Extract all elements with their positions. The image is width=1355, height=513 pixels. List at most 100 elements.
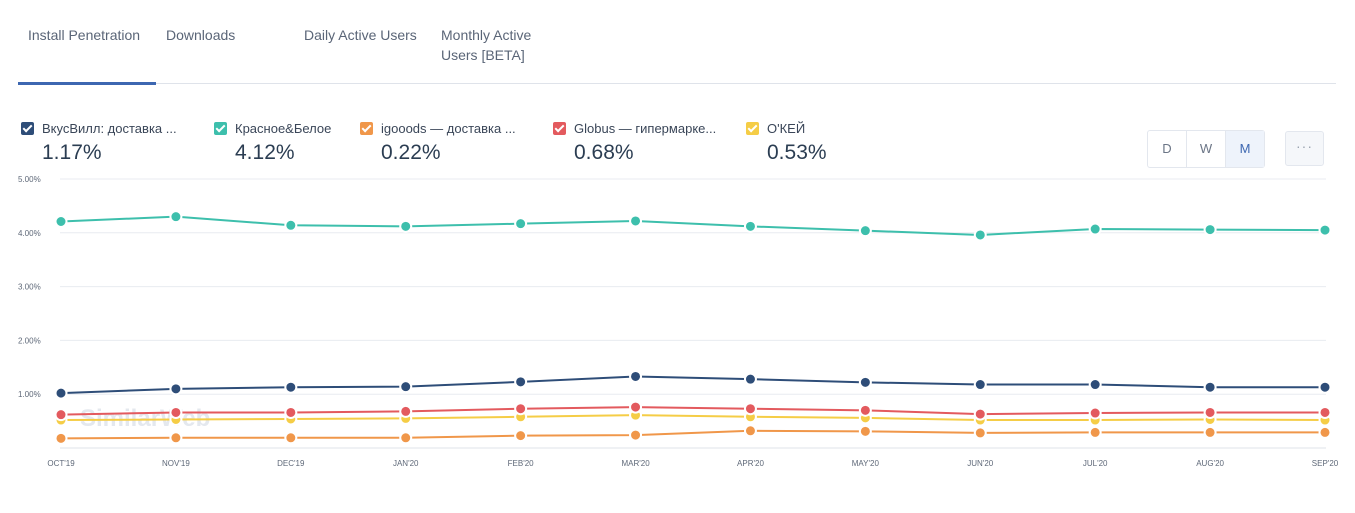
legend-item-globus[interactable]: Globus — гипермарке... 0.68% <box>553 118 716 165</box>
tab-monthly-active-users-line2: Users [BETA] <box>441 47 525 63</box>
y-tick-label: 4.00% <box>18 229 41 238</box>
data-point[interactable] <box>1203 223 1217 237</box>
data-point[interactable] <box>1088 406 1102 420</box>
data-point[interactable] <box>629 369 643 383</box>
legend-item-vkusvill[interactable]: ВкусВилл: доставка ... 1.17% <box>21 118 177 165</box>
x-tick-label: MAY'20 <box>852 459 880 468</box>
data-point[interactable] <box>629 400 643 414</box>
data-point[interactable] <box>399 431 413 445</box>
data-point[interactable] <box>858 224 872 238</box>
series-line <box>60 406 1325 416</box>
y-tick-label: 5.00% <box>18 175 41 184</box>
data-point[interactable] <box>973 407 987 421</box>
data-point[interactable] <box>743 424 757 438</box>
series-line <box>60 375 1325 395</box>
checkbox-icon[interactable] <box>360 121 373 135</box>
data-point[interactable] <box>973 378 987 392</box>
tab-install-penetration[interactable]: Install Penetration <box>28 27 141 43</box>
legend-name: ВкусВилл: доставка ... <box>42 120 177 136</box>
x-tick-label: JAN'20 <box>393 459 419 468</box>
data-point[interactable] <box>973 426 987 440</box>
granularity-week-button[interactable]: W <box>1187 131 1226 167</box>
legend-item-okey[interactable]: О'КЕЙ 0.53% <box>746 118 827 165</box>
data-point[interactable] <box>514 375 528 389</box>
tab-daily-active-users[interactable]: Daily Active Users <box>304 27 417 43</box>
x-tick-label: DEC'19 <box>277 459 305 468</box>
data-point[interactable] <box>54 215 68 229</box>
data-point[interactable] <box>169 210 183 224</box>
data-point[interactable] <box>169 431 183 445</box>
data-point[interactable] <box>514 217 528 231</box>
data-point[interactable] <box>858 375 872 389</box>
active-tab-indicator <box>18 82 156 85</box>
x-tick-label: APR'20 <box>737 459 764 468</box>
series-line <box>60 215 1326 236</box>
data-point[interactable] <box>858 403 872 417</box>
data-point[interactable] <box>1203 380 1217 394</box>
data-point[interactable] <box>858 424 872 438</box>
legend-name: igooods — доставка ... <box>381 120 516 136</box>
legend-value: 0.68% <box>574 141 634 164</box>
data-point[interactable] <box>514 429 528 443</box>
data-point[interactable] <box>169 405 183 419</box>
data-point[interactable] <box>399 219 413 233</box>
legend-value: 1.17% <box>42 141 102 164</box>
data-point[interactable] <box>514 402 528 416</box>
data-point[interactable] <box>743 219 757 233</box>
data-point[interactable] <box>1318 405 1332 419</box>
data-point[interactable] <box>629 214 643 228</box>
x-tick-label: JUL'20 <box>1083 459 1108 468</box>
granularity-day-button[interactable]: D <box>1148 131 1187 167</box>
x-tick-label: NOV'19 <box>162 459 190 468</box>
data-point[interactable] <box>284 405 298 419</box>
data-point[interactable] <box>1088 378 1102 392</box>
legend-value: 0.53% <box>767 141 827 164</box>
legend-name: Globus — гипермарке... <box>574 120 717 136</box>
data-point[interactable] <box>399 404 413 418</box>
series-line <box>60 414 1326 422</box>
data-point[interactable] <box>743 372 757 386</box>
data-point[interactable] <box>1318 425 1332 439</box>
data-point[interactable] <box>284 218 298 232</box>
legend-name: О'КЕЙ <box>767 120 806 136</box>
data-point[interactable] <box>54 431 68 445</box>
x-tick-label: FEB'20 <box>508 459 535 468</box>
y-tick-label: 3.00% <box>18 283 41 292</box>
legend-value: 4.12% <box>235 141 295 164</box>
tab-downloads[interactable]: Downloads <box>166 27 236 43</box>
x-tick-label: JUN'20 <box>967 459 994 468</box>
data-point[interactable] <box>54 408 68 422</box>
data-point[interactable] <box>629 428 643 442</box>
data-point[interactable] <box>973 228 987 242</box>
data-point[interactable] <box>1203 425 1217 439</box>
checkbox-icon[interactable] <box>214 121 227 135</box>
x-tick-label: MAR'20 <box>621 459 650 468</box>
data-point[interactable] <box>1088 222 1102 236</box>
data-point[interactable] <box>743 402 757 416</box>
data-point[interactable] <box>54 386 68 400</box>
legend-item-krasnoe-beloe[interactable]: Красное&Белое 4.12% <box>214 118 331 165</box>
y-tick-label: 1.00% <box>18 390 41 399</box>
checkbox-icon[interactable] <box>553 121 566 135</box>
more-options-button[interactable]: ··· <box>1285 131 1324 166</box>
x-tick-label: OCT'19 <box>47 459 75 468</box>
checkbox-icon[interactable] <box>746 121 759 135</box>
data-point[interactable] <box>169 382 183 396</box>
data-point[interactable] <box>284 431 298 445</box>
data-point[interactable] <box>1088 425 1102 439</box>
granularity-month-button[interactable]: M <box>1226 131 1264 167</box>
x-tick-label: SEP'20 <box>1312 459 1339 468</box>
data-point[interactable] <box>284 380 298 394</box>
tab-monthly-active-users[interactable]: Monthly Active Users [BETA] <box>441 25 531 65</box>
legend-value: 0.22% <box>381 141 441 164</box>
data-point[interactable] <box>399 380 413 394</box>
legend-item-igooods[interactable]: igooods — доставка ... 0.22% <box>360 118 516 165</box>
data-point[interactable] <box>1318 223 1332 237</box>
tab-monthly-active-users-line1: Monthly Active <box>441 27 532 43</box>
series-line <box>60 429 1325 440</box>
data-point[interactable] <box>1318 380 1332 394</box>
checkbox-icon[interactable] <box>21 121 34 135</box>
data-point[interactable] <box>1203 405 1217 419</box>
granularity-toggle: D W M <box>1147 130 1265 168</box>
